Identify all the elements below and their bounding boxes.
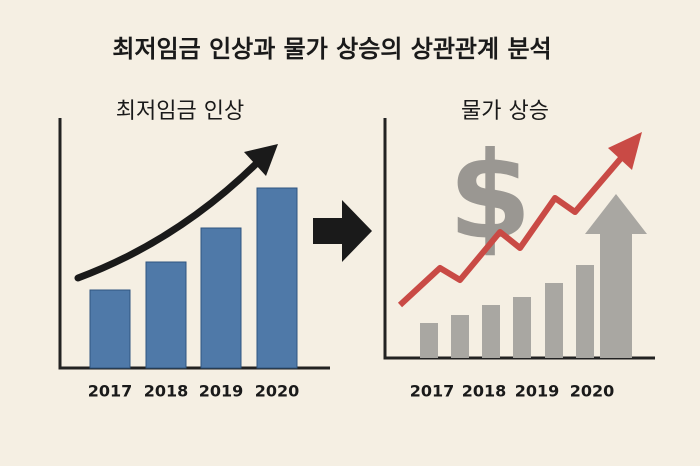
bar	[200, 227, 242, 369]
arrow-head	[608, 132, 642, 170]
big-arrow-head	[585, 194, 647, 234]
arrow-head	[244, 144, 278, 176]
big-arrow	[600, 230, 632, 358]
page-title: 최저임금 인상과 물가 상승의 상관관계 분석	[112, 35, 551, 63]
x-tick-label: 2019	[199, 382, 244, 401]
x-tick-label: 2020	[570, 382, 615, 401]
axis	[383, 118, 655, 360]
price-bars	[420, 265, 594, 358]
connector-arrow	[313, 200, 372, 262]
bar	[89, 289, 131, 369]
x-tick-label: 2017	[88, 382, 133, 401]
bar	[256, 187, 298, 369]
x-tick-label: 2018	[144, 382, 189, 401]
trend-arrow	[74, 154, 266, 282]
chart-title: 최저임금 인상	[116, 99, 244, 124]
bar	[145, 261, 187, 369]
price-trend	[397, 155, 625, 308]
x-tick-label: 2019	[515, 382, 560, 401]
x-tick-label: 2018	[462, 382, 507, 401]
x-tick-label: 2017	[410, 382, 455, 401]
chart-title: 물가 상승	[461, 99, 549, 124]
x-tick-label: 2020	[255, 382, 300, 401]
